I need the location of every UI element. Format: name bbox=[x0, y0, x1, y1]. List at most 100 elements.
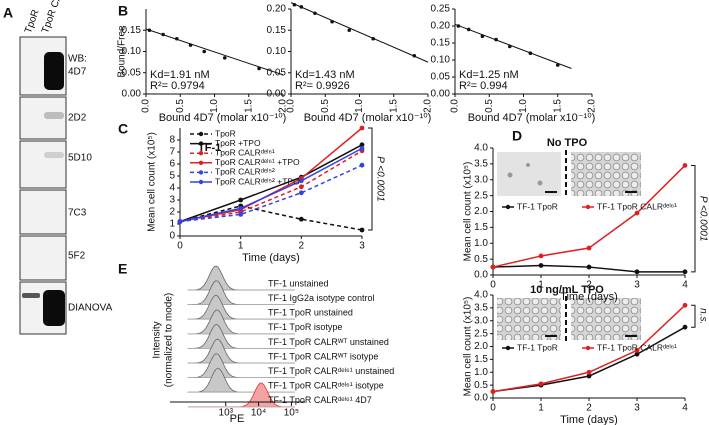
marker bbox=[238, 212, 244, 217]
annotation: P <0.0001 bbox=[374, 156, 385, 202]
y-tick-label: 0.15 bbox=[122, 25, 142, 36]
y-tick-label: 1.5 bbox=[474, 354, 488, 365]
legend-marker bbox=[198, 151, 204, 156]
point bbox=[222, 56, 227, 60]
y-tick-label: 0.20 bbox=[431, 21, 451, 32]
point bbox=[313, 11, 317, 16]
y-tick-label: 7 bbox=[169, 147, 175, 158]
legend-label: TF-1 TpoR CALRᵈᵉˡ⁶¹ bbox=[597, 201, 677, 211]
annotation: R²= 0.994 bbox=[459, 80, 508, 92]
legend-marker bbox=[585, 204, 591, 210]
point bbox=[202, 49, 207, 54]
marker bbox=[359, 125, 365, 131]
series-line bbox=[179, 150, 363, 223]
x-tick-label: 1.5 bbox=[243, 99, 254, 113]
y-axis-label: Bound/Free bbox=[117, 25, 128, 78]
y-tick-label: 0.05 bbox=[267, 67, 287, 78]
x-tick-label: 3 bbox=[634, 403, 640, 414]
legend-marker bbox=[505, 345, 511, 351]
antibody-label: 7C3 bbox=[68, 208, 87, 219]
annotation: P <0.0001 bbox=[697, 196, 708, 242]
legend-label: TpoR +TPO bbox=[215, 138, 261, 148]
blot-box bbox=[19, 235, 67, 281]
marker bbox=[177, 219, 183, 225]
x-axis-label: Time (days) bbox=[242, 252, 300, 264]
legend-marker bbox=[585, 345, 591, 351]
x-tick-label: 1.0 bbox=[518, 99, 529, 113]
y-tick-label: 0.10 bbox=[431, 55, 451, 66]
y-tick-label: 5 bbox=[169, 171, 175, 182]
x-tick-label: 2.0 bbox=[278, 99, 289, 113]
cell bbox=[526, 163, 530, 167]
marker bbox=[634, 351, 640, 357]
x-tick-label: 1 bbox=[238, 241, 244, 252]
sample-label: TF-1 TpoR isotype bbox=[268, 322, 342, 332]
sample-label: TF-1 TpoR CALRᵈᵉˡ⁶¹ isotype bbox=[268, 381, 384, 391]
point bbox=[330, 19, 334, 24]
y-tick-label: 0.0 bbox=[474, 270, 488, 281]
x-axis-label: Bound 4D7 (molar x10⁻¹⁰) bbox=[304, 112, 432, 124]
marker bbox=[586, 264, 592, 270]
fit-line bbox=[290, 2, 429, 63]
marker bbox=[238, 206, 244, 211]
x-tick-label: 1.0 bbox=[209, 99, 220, 113]
y-tick-label: 2 bbox=[169, 207, 175, 218]
legend-marker bbox=[505, 204, 511, 210]
x-tick-label: 0.0 bbox=[141, 99, 152, 113]
y-tick-label: 1.5 bbox=[474, 222, 488, 233]
annotation: Kd=1.25 nM bbox=[459, 69, 519, 81]
marker bbox=[682, 163, 688, 168]
x-tick-label: 2 bbox=[586, 403, 592, 414]
y-tick-label: 1.0 bbox=[474, 238, 488, 249]
y-tick-label: 3 bbox=[169, 195, 175, 206]
marker bbox=[538, 381, 544, 387]
point bbox=[347, 28, 352, 33]
point bbox=[412, 53, 417, 58]
sample-label: TF-1 TpoR CALRᵈᵉˡ⁶¹ 4D7 bbox=[268, 395, 372, 405]
y-tick-label: 0.00 bbox=[431, 89, 451, 100]
marker bbox=[238, 197, 244, 203]
y-tick-label: 0.05 bbox=[122, 67, 142, 78]
x-axis-label: Time (days) bbox=[560, 291, 618, 303]
point bbox=[456, 24, 461, 28]
chart-title: No TPO bbox=[547, 137, 588, 149]
y-tick-label: 8 bbox=[169, 135, 175, 146]
marker bbox=[586, 245, 592, 251]
x-tick-label: 0.5 bbox=[320, 99, 331, 113]
point bbox=[299, 5, 304, 9]
sample-label: TF-1 unstained bbox=[268, 278, 329, 288]
point bbox=[555, 63, 560, 67]
legend-label: TF-1 TpoR bbox=[517, 201, 558, 211]
marker bbox=[682, 324, 688, 330]
cell bbox=[507, 172, 513, 178]
x-tick-label: 10³ bbox=[219, 408, 234, 419]
y-tick-label: 0.0 bbox=[474, 393, 488, 404]
band bbox=[44, 52, 64, 90]
y-tick-label: 0.15 bbox=[431, 38, 451, 49]
x-tick-label: 1.0 bbox=[354, 99, 365, 113]
marker bbox=[359, 162, 365, 168]
panel-label: D bbox=[512, 128, 522, 144]
marker bbox=[359, 142, 365, 148]
y-tick-label: 2.5 bbox=[474, 328, 488, 339]
y-tick-label: 4.0 bbox=[474, 143, 488, 154]
antibody-label: 2D2 bbox=[68, 113, 87, 124]
x-tick-label: 1.5 bbox=[388, 99, 399, 113]
x-tick-label: 2.0 bbox=[423, 99, 434, 113]
fit-line bbox=[454, 23, 572, 69]
band bbox=[44, 152, 64, 158]
point bbox=[508, 44, 512, 49]
y-axis-label: Intensity bbox=[152, 321, 163, 358]
y-tick-label: 4 bbox=[169, 183, 175, 194]
legend-marker bbox=[198, 160, 204, 165]
y-tick-label: 1.0 bbox=[474, 367, 488, 378]
marker bbox=[298, 216, 304, 222]
series-line bbox=[179, 144, 363, 223]
marker bbox=[586, 369, 592, 375]
x-axis-label: Time (days) bbox=[560, 414, 618, 425]
y-tick-label: 4.0 bbox=[474, 290, 488, 301]
lane-label: TpoR CALRᵈᵉˡ⁶¹ bbox=[40, 0, 75, 35]
panel-label: B bbox=[118, 3, 128, 19]
micrograph bbox=[497, 152, 561, 196]
marker bbox=[682, 302, 688, 308]
